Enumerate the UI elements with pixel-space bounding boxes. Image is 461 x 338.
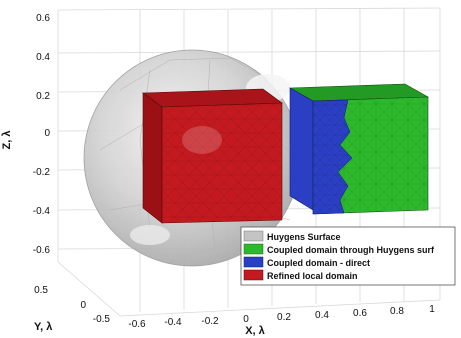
legend: Huygens Surface Coupled domain through H… <box>241 227 455 285</box>
legend-entry: Coupled domain - direct <box>244 257 370 268</box>
z-tick: 0 <box>44 128 50 139</box>
z-tick: -0.6 <box>33 245 51 256</box>
y-tick: 0.5 <box>34 285 48 296</box>
z-tick: -0.4 <box>33 206 51 217</box>
z-tick: -0.2 <box>33 167 51 178</box>
x-tick: 1 <box>429 304 435 315</box>
x-tick: -0.6 <box>128 319 146 330</box>
x-tick: 0.8 <box>390 306 404 317</box>
legend-label: Coupled domain through Huygens surf <box>267 245 435 255</box>
y-tick: -0.5 <box>93 314 111 325</box>
x-tick: 0.6 <box>353 308 367 319</box>
y-axis-label: Y, λ <box>34 321 52 333</box>
legend-label: Coupled domain - direct <box>267 258 370 268</box>
x-tick: -0.2 <box>201 316 219 327</box>
coupled-domain-block <box>290 84 428 214</box>
x-tick: 0.4 <box>315 310 329 321</box>
z-axis-label: Z, λ <box>1 131 13 150</box>
x-axis-label: X, λ <box>245 325 265 337</box>
legend-swatch-coupled-direct <box>244 257 263 267</box>
x-tick: 0.2 <box>277 312 291 323</box>
x-tick: 0 <box>243 314 249 325</box>
legend-entry: Huygens Surface <box>244 231 341 242</box>
y-axis: 0.5 0 -0.5 Y, λ <box>34 285 110 333</box>
legend-swatch-coupled-huygens <box>244 244 263 254</box>
legend-entry: Coupled domain through Huygens surf <box>244 244 435 255</box>
z-axis: 0.6 0.4 0.2 0 -0.2 -0.4 -0.6 Z, λ <box>1 13 50 256</box>
z-tick: 0.4 <box>36 52 50 63</box>
legend-label: Refined local domain <box>267 271 358 281</box>
refined-local-domain <box>143 89 282 223</box>
legend-entry: Refined local domain <box>244 270 358 281</box>
legend-swatch-refined <box>244 270 263 280</box>
y-tick: 0 <box>80 300 86 311</box>
x-tick: -0.4 <box>164 317 182 328</box>
z-tick: 0.6 <box>36 13 50 24</box>
legend-label: Huygens Surface <box>267 232 341 242</box>
z-tick: 0.2 <box>36 91 50 102</box>
x-axis: -0.6 -0.4 -0.2 0 0.2 0.4 0.6 0.8 1 X, λ <box>128 304 435 337</box>
legend-swatch-huygens <box>244 231 263 241</box>
